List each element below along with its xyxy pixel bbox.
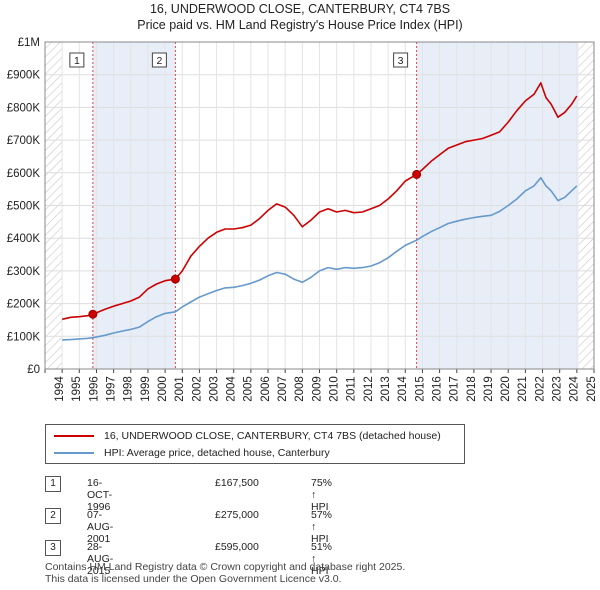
y-tick-label: £500K [7,201,41,213]
sale-label-box [69,52,85,68]
x-tick-label: 1997 [105,376,117,402]
transaction-number: 3 [45,540,61,556]
x-tick-label: 2018 [466,376,478,402]
transaction-price: £167,500 [215,477,259,489]
legend-item-hpi: HPI: Average price, detached house, Cant… [54,445,330,461]
x-tick-label: 2011 [346,377,358,402]
x-tick-label: 1996 [88,376,100,402]
transaction-date: 16-OCT-1996 [87,477,113,513]
x-tick-label: 2023 [552,376,564,402]
legend: 16, UNDERWOOD CLOSE, CANTERBURY, CT4 7BS… [45,424,465,464]
y-tick-label: £200K [7,299,41,311]
x-tick-label: 2019 [483,376,495,402]
transaction-number: 2 [45,508,61,524]
x-tick-label: 1995 [71,376,83,402]
transaction-date: 28-AUG-2015 [87,541,114,577]
transaction-date: 07-AUG-2001 [87,509,114,545]
x-tick-label: 2015 [414,376,426,402]
y-tick-label: £400K [7,233,41,245]
x-tick-label: 2022 [534,376,546,402]
sale-label-box [393,52,409,68]
transaction-hpi: 75% ↑ HPI [311,477,333,513]
x-tick-label: 2009 [311,376,323,402]
x-tick-label: 2008 [294,376,306,402]
price-chart: £0 £100K £200K £300K £400K £500K £600K £700K £80… [7,37,598,402]
x-tick-label: 2021 [517,376,529,402]
sale-label: 3 [398,55,404,67]
y-tick-label: £300K [7,266,41,278]
x-tick-label: 2017 [449,376,461,402]
x-tick-label: 2000 [157,376,169,402]
y-tick-label: £600K [7,168,41,180]
x-tick-label: 2007 [277,376,289,402]
sale-label: 2 [156,55,162,67]
transaction-hpi: 57% ↑ HPI [311,509,333,545]
sale-point [170,274,180,284]
x-tick-label: 2014 [397,376,409,402]
y-tick-label: £100K [7,331,41,343]
x-tick-label: 2010 [329,376,341,402]
chart-subtitle: Price paid vs. HM Land Registry's House … [137,18,463,32]
transaction-price: £275,000 [215,509,259,521]
x-tick-label: 2016 [431,376,443,402]
y-tick-label: £0 [27,364,40,376]
x-tick-label: 2003 [208,376,220,402]
x-tick-label: 2012 [363,376,375,402]
sale-point [88,309,98,319]
y-tick-label: £800K [7,102,41,114]
x-tick-label: 2025 [586,376,598,402]
legend-swatch-hpi [54,452,94,454]
legend-item-property: 16, UNDERWOOD CLOSE, CANTERBURY, CT4 7BS… [54,428,441,444]
property-price-line [62,82,578,321]
footer-licence: This data is licensed under the Open Gov… [45,573,342,585]
x-tick-label: 1999 [140,376,152,402]
plot-frame [44,41,595,370]
legend-swatch-property [54,435,94,437]
footer-copyright: Contains HM Land Registry data © Crown c… [45,561,406,573]
x-tick-label: 2024 [569,376,581,402]
x-tick-label: 1994 [54,376,66,402]
sale-point [412,169,422,179]
x-tick-label: 2013 [380,376,392,402]
y-tick-label: £700K [7,135,41,147]
y-tick-label: £900K [7,70,41,82]
x-tick-label: 2020 [500,376,512,402]
sale-label-box [151,52,167,68]
legend-label-property: 16, UNDERWOOD CLOSE, CANTERBURY, CT4 7BS… [104,430,441,442]
x-tick-label: 2001 [174,376,186,402]
transaction-hpi: 51% ↑ HPI [311,541,333,577]
chart-title: 16, UNDERWOOD CLOSE, CANTERBURY, CT4 7BS [149,2,451,16]
x-tick-label: 2004 [226,376,238,402]
x-tick-label: 2005 [243,376,255,402]
legend-label-hpi: HPI: Average price, detached house, Cant… [104,447,330,459]
x-tick-label: 2002 [191,376,203,402]
hpi-line [62,176,578,341]
x-tick-label: 1998 [123,376,135,402]
transaction-price: £595,000 [215,541,259,553]
y-tick-label: £1M [18,37,40,49]
x-tick-label: 2006 [260,376,272,402]
sale-label: 1 [74,55,80,67]
transaction-number: 1 [45,476,61,492]
